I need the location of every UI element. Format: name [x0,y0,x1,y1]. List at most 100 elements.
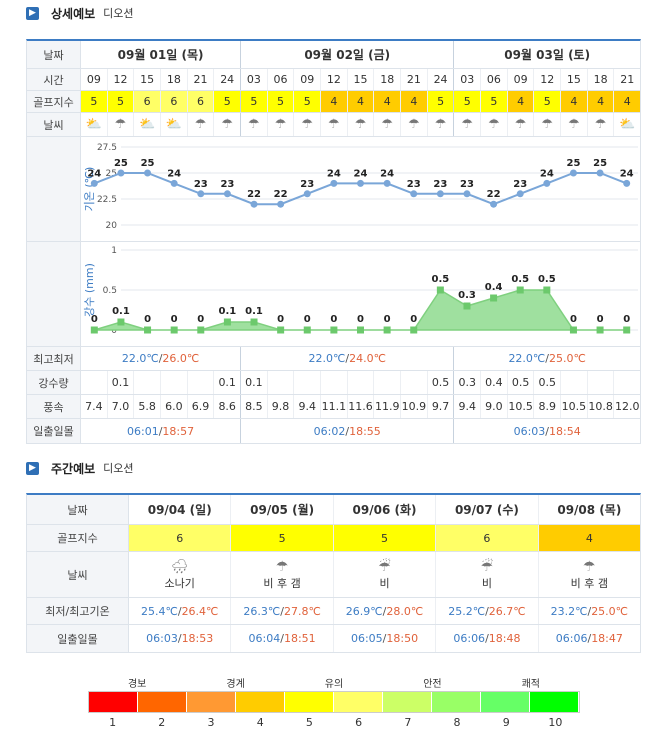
cloud-rain-icon: ☂ [434,117,447,132]
rain-amount-cell [321,371,348,394]
weekly-place: 디오션 [103,462,134,475]
weather-cell: ☂ [188,113,215,136]
wind-speed-cell: 11.9 [374,395,402,418]
rain-data-label: 0.1 [245,306,263,317]
golf-index-cell: 5 [481,91,508,112]
time-cell: 03 [241,69,268,90]
rain-amount-cell [161,371,188,394]
minmax-cell-min: 22.0℃ [121,352,159,365]
rain-data-label: 0.5 [511,274,529,285]
scale-numbers: 1 2 3 4 5 6 7 8 9 10 [88,716,580,729]
rain-amount-cell [588,371,615,394]
scale-swatch [236,692,285,712]
scale-swatch [383,692,432,712]
weekly-sun-cell: 06:04/18:51 [231,625,334,652]
cloud-rain-icon: ☂ [488,117,500,132]
minmax-cell-max: 26.0℃ [162,352,200,365]
weekly-weather-cell: ☂ 비 후 갬 [231,552,334,597]
rain-data-label: 0 [410,314,417,325]
golf-index-cell: 5 [534,91,562,112]
weekly-minmax-cell: 26.3℃/27.8℃ [231,598,334,624]
temp-data-label: 23 [433,179,447,190]
wind-speed-cell: 11.1 [321,395,348,418]
weekly-minmax-cell: 26.9℃/28.0℃ [334,598,437,624]
rain-amount-cell [348,371,375,394]
weekly-date-cell: 09/04 (일) [129,495,232,524]
temp-data-label: 25 [593,158,607,169]
scale-swatch [138,692,187,712]
rain-data-label: 0.5 [538,274,556,285]
sun-cell-rise: 06:03 [513,424,546,438]
sun-row: 일출일몰 06:01/18:57 06:02/18:55 06:03/18:54 [27,419,640,443]
sun-cell-rise: 06:01 [127,424,159,438]
wind-speed-cell: 8.9 [534,395,562,418]
section-bullet-icon: ▶ [26,461,39,475]
rain-icon: ☔ [378,558,391,575]
wind-speed-cell: 10.5 [508,395,535,418]
cloud-rain-icon: ☂ [381,117,394,132]
rain-data-label: 0 [384,314,391,325]
cloud-rain-icon: ☂ [461,117,474,132]
rain-then-clear-icon: ☂ [275,558,289,575]
section-bullet-icon: ▶ [26,6,39,20]
wind-speed-cell: 9.4 [454,395,482,418]
golf-index-cell: 5 [81,91,108,112]
minmax-cell-max: 24.0℃ [349,352,386,365]
golf-index-cell: 5 [294,91,322,112]
cloud-rain-icon: ☂ [301,117,314,132]
sun-cell-set: 18:55 [349,424,381,438]
rain-data-label: 0 [330,314,337,325]
rain-point [223,318,231,326]
weekly-sunset: 18:47 [591,632,623,645]
separator: / [158,352,163,365]
minmax-cell-min: 22.0℃ [308,352,346,365]
weather-description: 비 [379,576,390,590]
wind-speed-cell: 9.7 [428,395,455,418]
scale-number: 6 [355,716,363,729]
rain-point [330,326,338,334]
weekly-weather-cell: ☂ 비 후 갬 [539,552,640,597]
weekly-sun-row: 일출일몰 06:03/18:53 06:04/18:51 06:05/18:50 06… [27,625,640,652]
golf-index-cell: 4 [507,91,535,112]
temp-point [543,179,551,187]
separator: / [587,604,592,618]
minmax-cell: 22.0℃/24.0℃ [241,347,455,370]
weekly-weather-cell: ☔ 비 [334,552,437,597]
time-cell: 15 [348,69,375,90]
time-cell: 12 [321,69,348,90]
weekly-min-temp: 25.4℃ [140,604,178,618]
separator: / [177,632,182,645]
rain-amount-cell [561,371,588,394]
golf-index-cell: 5 [241,91,268,112]
cloud-rain-icon: ☂ [594,117,607,132]
weather-description: 비 후 갬 [570,576,608,590]
temp-data-label: 25 [141,158,155,169]
temp-point [277,200,285,208]
wind-speed-cell: 7.0 [108,395,135,418]
temp-point [117,169,125,177]
rain-point [197,326,205,334]
rain-tick-label: 0.5 [103,286,117,296]
separator: / [382,632,387,645]
rain-amount-row: 강수량 0.1 0.1 0.1 0.5 0.3 0.4 0.5 0.5 [27,371,640,395]
scale-swatch [432,692,481,712]
weekly-minmax-row: 최저/최고기온 25.4℃/26.4℃ 26.3℃/27.8℃ 26.9℃/28.0… [27,598,640,625]
rain-amount-cell: 0.1 [214,371,242,394]
weekly-sunrise: 06:05 [350,632,383,645]
rain-point [144,326,152,334]
scale-swatch [187,692,236,712]
sun-cell-set: 18:54 [549,424,581,438]
cloud-rain-icon: ☂ [274,117,287,132]
weekly-min-temp: 25.2℃ [448,604,486,618]
golf-index-scale: 경보 경계 유의 안전 쾌적 1 2 3 4 5 6 7 8 9 10 [88,675,580,729]
weather-cell: ☂ [108,113,135,136]
minmax-cell-max: 25.0℃ [549,352,586,365]
day-header: 09월 01일 (목) [81,41,242,68]
weather-cell: ☂ [454,113,482,136]
separator: / [545,424,550,438]
temp-data-label: 24 [620,168,634,179]
weather-description: 비 후 갬 [263,576,301,590]
separator: / [382,604,387,618]
scale-number: 10 [548,716,563,729]
